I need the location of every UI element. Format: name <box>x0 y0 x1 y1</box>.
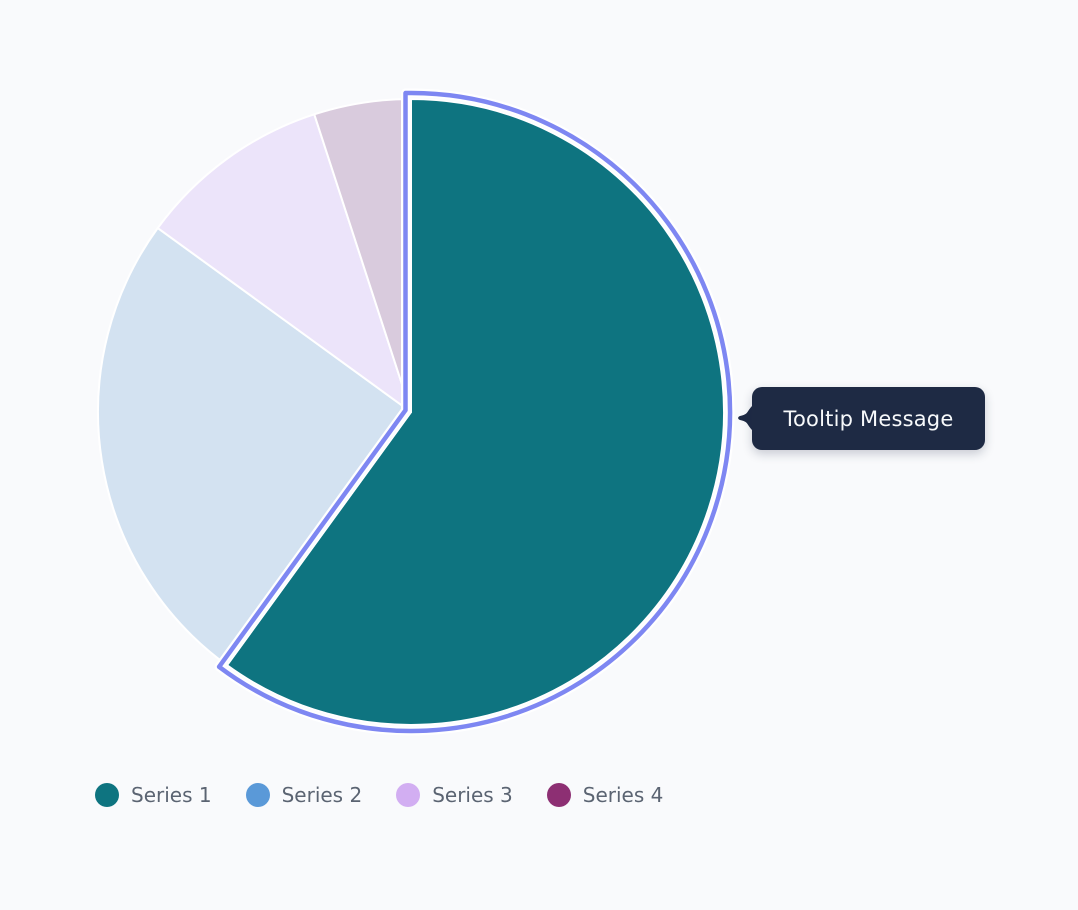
tooltip-text: Tooltip Message <box>783 406 954 431</box>
pie-slice-series-3[interactable] <box>156 113 412 413</box>
legend-label: Series 2 <box>281 783 363 807</box>
legend-swatch-icon <box>396 783 421 807</box>
tooltip: Tooltip Message <box>752 387 985 450</box>
legend-swatch-icon <box>95 783 119 807</box>
pie-slice-series-4[interactable] <box>313 98 412 413</box>
legend-item-series-1[interactable]: Series 1 <box>95 783 212 807</box>
legend-label: Series 1 <box>131 783 212 807</box>
pie-slice-series-1[interactable] <box>226 98 725 726</box>
tooltip-arrow-shape <box>738 405 753 431</box>
legend: Series 1 Series 2 Series 3 Series 4 <box>95 783 663 807</box>
legend-item-series-4[interactable]: Series 4 <box>546 783 664 807</box>
legend-label: Series 3 <box>432 783 513 807</box>
pie-chart-svg <box>97 88 735 736</box>
active-slice-highlight-ring <box>216 90 733 734</box>
legend-swatch-icon <box>546 783 571 807</box>
legend-item-series-2[interactable]: Series 2 <box>245 783 363 807</box>
legend-label: Series 4 <box>582 783 664 807</box>
pie-slice-series-2[interactable] <box>97 227 412 667</box>
legend-item-series-3[interactable]: Series 3 <box>396 783 513 807</box>
legend-swatch-icon <box>245 783 270 807</box>
pie-chart <box>61 62 761 762</box>
tooltip-arrow-icon <box>738 405 753 431</box>
